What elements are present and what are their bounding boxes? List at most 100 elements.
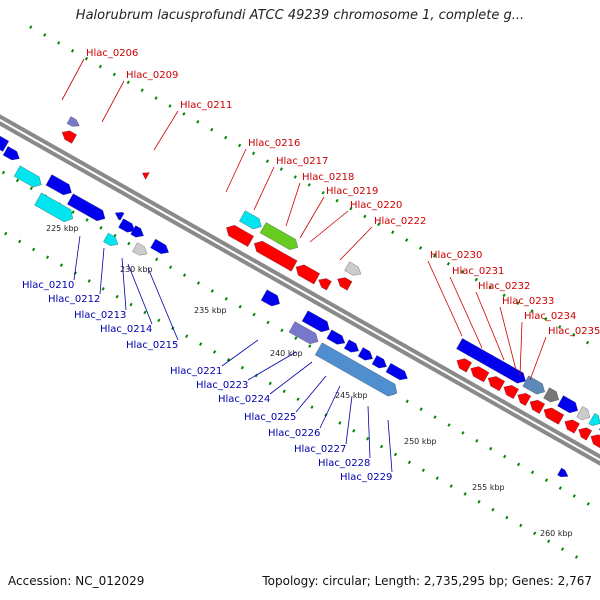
leader-line	[121, 257, 127, 311]
gene-label[interactable]: Hlac_0220	[350, 200, 402, 211]
gene-cyan	[13, 165, 42, 188]
gene-label[interactable]: Hlac_0212	[48, 294, 100, 305]
leader-line	[499, 306, 517, 371]
feature-layer	[0, 25, 600, 560]
gene-red	[61, 130, 77, 144]
gene-label[interactable]: Hlac_0213	[74, 310, 126, 321]
gene-blue	[357, 347, 373, 361]
gene-label[interactable]: Hlac_0227	[294, 444, 346, 455]
gene-red	[337, 277, 353, 291]
label-layer: 225 kbp 230 kbp 235 kbp 240 kbp 245 kbp 250 k…	[22, 48, 600, 538]
tick-label: 230 kbp	[120, 265, 153, 274]
gene-label[interactable]: Hlac_0224	[218, 394, 270, 405]
gene-red	[487, 376, 506, 392]
gene-cyan	[103, 232, 119, 246]
gene-label[interactable]: Hlac_0222	[374, 216, 426, 227]
gene-blue	[2, 146, 20, 161]
gene-red	[543, 407, 565, 425]
gene-label[interactable]: Hlac_0219	[326, 186, 378, 197]
gene-blue	[326, 329, 346, 345]
leader-line	[101, 80, 125, 123]
gene-red	[517, 393, 532, 406]
gene-label[interactable]: Hlac_0214	[100, 324, 152, 335]
gene-steel	[522, 375, 545, 395]
gene-red	[318, 278, 332, 291]
backbone-line	[0, 121, 600, 466]
gene-label[interactable]: Hlac_0229	[340, 472, 392, 483]
gene-label[interactable]: Hlac_0230	[430, 250, 482, 261]
gene-label[interactable]: Hlac_0231	[452, 266, 504, 277]
leader-line	[339, 226, 373, 261]
accession-text: Accession: NC_012029	[8, 574, 145, 588]
gene-red	[226, 225, 254, 247]
gene-blue	[557, 467, 569, 478]
gene-label[interactable]: Hlac_0211	[180, 100, 232, 111]
gene-label[interactable]: Hlac_0232	[478, 281, 530, 292]
gene-blue	[0, 135, 10, 152]
tick-label: 255 kbp	[472, 483, 505, 492]
gene-blue	[45, 174, 72, 196]
tick-ring	[0, 168, 600, 513]
gene-label[interactable]: Hlac_0215	[126, 340, 178, 351]
tick-label: 240 kbp	[270, 349, 303, 358]
gene-label[interactable]: Hlac_0233	[502, 296, 554, 307]
gene-label[interactable]: Hlac_0225	[244, 412, 296, 423]
gene-red	[254, 240, 298, 272]
gene-blue	[301, 310, 330, 333]
gene-label[interactable]: Hlac_0228	[318, 458, 370, 469]
gene-label[interactable]: Hlac_0226	[268, 428, 320, 439]
gene-label[interactable]: Hlac_0210	[22, 280, 74, 291]
leader-line	[345, 395, 353, 445]
leader-line	[519, 321, 523, 377]
tick-ring	[0, 228, 580, 560]
gene-label[interactable]: Hlac_0209	[126, 70, 178, 81]
gene-red	[564, 419, 580, 434]
leader-line	[295, 375, 327, 413]
leader-line	[367, 405, 371, 459]
tick-label: 235 kbp	[194, 306, 227, 315]
topology-summary: Topology: circular; Length: 2,735,295 bp…	[262, 574, 592, 588]
gene-blue	[150, 238, 169, 254]
gene-violet	[66, 116, 80, 127]
gene-red	[295, 264, 321, 285]
gene-violet	[288, 321, 319, 345]
gene-label[interactable]: Hlac_0235	[548, 326, 600, 337]
gene-lightblue	[314, 342, 398, 397]
gene-label[interactable]: Hlac_0234	[524, 311, 576, 322]
gene-blue	[456, 338, 526, 384]
leader-line	[529, 336, 547, 381]
leader-line	[127, 263, 153, 325]
leader-line	[221, 339, 259, 367]
tick-label: 250 kbp	[404, 437, 437, 446]
map-title: Halorubrum lacusprofundi ATCC 49239 chro…	[75, 8, 525, 23]
gene-blue	[130, 225, 144, 238]
gene-blue	[385, 363, 408, 381]
gene-label[interactable]: Hlac_0216	[248, 138, 300, 149]
leader-line	[247, 351, 297, 381]
gene-blue	[118, 218, 136, 233]
gene-cyan	[34, 192, 73, 223]
leader-line	[285, 182, 301, 227]
tick-ring-outer	[29, 25, 600, 352]
tick-label: 245 kbp	[335, 391, 368, 400]
gene-red	[142, 172, 150, 180]
gene-blue	[371, 355, 387, 369]
gene-label[interactable]: Hlac_0221	[170, 366, 222, 377]
gene-label[interactable]: Hlac_0217	[276, 156, 328, 167]
leader-line	[147, 267, 179, 341]
leader-line	[449, 276, 483, 349]
gene-label[interactable]: Hlac_0206	[86, 48, 138, 59]
gene-cyan	[588, 413, 600, 426]
gene-label[interactable]: Hlac_0218	[302, 172, 354, 183]
leader-line	[253, 166, 275, 211]
leader-line	[299, 196, 325, 239]
backbone-line	[0, 114, 600, 459]
leader-line	[427, 260, 463, 337]
gene-red	[590, 434, 600, 449]
leader-line	[475, 291, 505, 361]
gene-green	[259, 222, 299, 250]
gene-cyan	[239, 210, 262, 230]
leader-line	[269, 361, 313, 395]
gene-label[interactable]: Hlac_0223	[196, 380, 248, 391]
